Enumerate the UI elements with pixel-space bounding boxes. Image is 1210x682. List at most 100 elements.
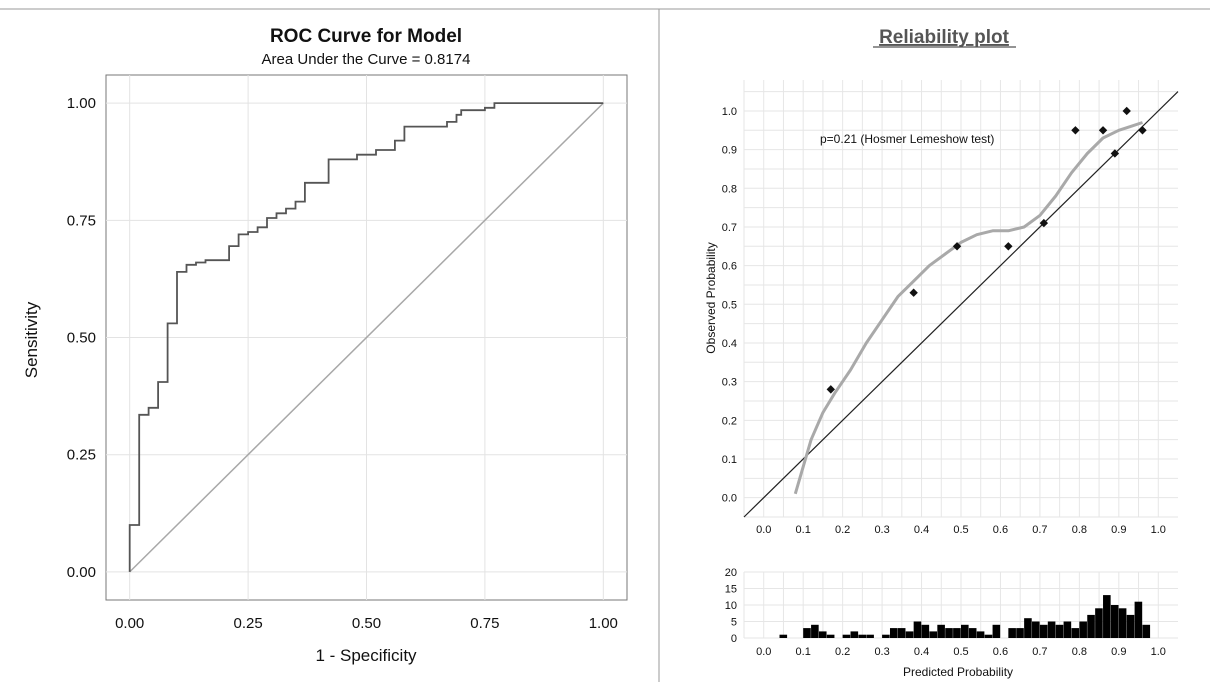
reliability-point (1138, 126, 1147, 135)
histogram-bar (1055, 624, 1064, 638)
histogram-bar (1087, 614, 1095, 638)
histogram-x-tick-label: 0.1 (796, 646, 811, 658)
histogram-bar (779, 634, 788, 638)
histogram-bar (882, 634, 890, 638)
roc-curve (128, 102, 604, 572)
roc-x-tick-label: 0.25 (233, 615, 262, 632)
histogram-bar (961, 624, 969, 638)
histogram-bar (913, 621, 922, 638)
roc-y-tick-label: 0.75 (67, 212, 96, 229)
reliability-point (1098, 126, 1108, 135)
histogram-bar (921, 624, 930, 638)
histogram-bar (818, 631, 827, 638)
histogram-bar (968, 628, 977, 638)
reliability-point (1039, 218, 1049, 228)
histogram-x-tick-label: 0.0 (756, 646, 771, 658)
roc-diagonal-line (129, 102, 604, 573)
roc-curve-line (128, 102, 604, 572)
histogram-bar (1063, 621, 1072, 638)
roc-y-tick-label: 1.00 (67, 95, 96, 112)
histogram-x-tick-label: 0.2 (835, 646, 850, 658)
histogram-bar (905, 631, 914, 638)
roc-x-tick-label: 0.75 (470, 615, 499, 632)
histogram-bar (984, 634, 993, 638)
roc-reference-line (129, 102, 604, 573)
histogram-bar (1118, 608, 1127, 638)
histogram-bar (1024, 618, 1032, 638)
reliability-smooth-line (793, 121, 1143, 495)
reliability-point (1004, 242, 1013, 251)
reliability-x-tick-labels: 0.0 0.1 0.2 0.3 0.4 0.5 0.6 0.7 0.8 0.9 1.0 (756, 524, 1166, 536)
reliability-y-tick-label: 0.2 (722, 415, 737, 427)
reliability-y-tick-label: 0.1 (722, 454, 737, 466)
histogram-bar (1032, 621, 1040, 638)
reliability-point (1122, 106, 1131, 116)
histogram-x-tick-label: 0.5 (953, 646, 968, 658)
histogram-bar (1126, 614, 1135, 638)
reliability-grid (743, 80, 1178, 518)
histogram-x-tick-label: 0.4 (914, 646, 929, 658)
histogram-bar (858, 634, 867, 638)
histogram-y-tick-label: 5 (731, 617, 737, 629)
histogram-bar (992, 624, 1001, 638)
histogram-bars (779, 595, 1151, 638)
reliability-point (1071, 126, 1080, 135)
reliability-reference-line (743, 91, 1179, 518)
reliability-x-tick-label: 0.9 (1111, 524, 1126, 536)
reliability-x-tick-label: 0.6 (993, 524, 1008, 536)
roc-y-axis-label: Sensitivity (22, 301, 41, 378)
histogram-bar (842, 634, 851, 638)
roc-y-tick-label: 0.00 (67, 564, 96, 581)
histogram-bar (1071, 628, 1080, 638)
reliability-y-tick-label: 0.9 (722, 145, 737, 157)
histogram-bar (897, 628, 906, 638)
histogram-bar (1103, 595, 1111, 638)
reliability-y-tick-label: 0.6 (722, 261, 737, 273)
histogram-bar (866, 634, 874, 638)
roc-x-tick-label: 1.00 (589, 615, 618, 632)
histogram-bar (803, 628, 811, 638)
histogram-bar (976, 631, 985, 638)
reliability-identity-line (743, 91, 1179, 518)
histogram-x-tick-label: 1.0 (1151, 646, 1166, 658)
roc-y-tick-labels: 0.00 0.25 0.50 0.75 1.00 (67, 95, 96, 581)
reliability-x-tick-label: 0.5 (953, 524, 968, 536)
histogram-bar (1039, 624, 1048, 638)
histogram-y-tick-label: 15 (725, 584, 737, 596)
roc-y-tick-label: 0.50 (67, 330, 96, 347)
histogram-x-tick-label: 0.9 (1111, 646, 1126, 658)
reliability-y-tick-label: 0.4 (722, 338, 737, 350)
histogram-bar (1134, 601, 1143, 638)
histogram-x-tick-labels: 0.0 0.1 0.2 0.3 0.4 0.5 0.6 0.7 0.8 0.9 1.0 (756, 646, 1166, 658)
histogram-bar (1016, 628, 1024, 638)
reliability-point (952, 242, 962, 251)
histogram-bar (826, 634, 835, 638)
reliability-title: Reliability plot (879, 27, 1010, 48)
roc-x-tick-label: 0.50 (352, 615, 381, 632)
reliability-x-tick-label: 0.0 (756, 524, 771, 536)
reliability-y-axis-label: Observed Probability (704, 242, 718, 353)
histogram-bar (1079, 621, 1087, 638)
histogram-y-tick-label: 10 (725, 600, 737, 612)
reliability-y-tick-label: 0.5 (722, 299, 737, 311)
reliability-x-tick-label: 0.7 (1032, 524, 1047, 536)
reliability-x-tick-label: 0.4 (914, 524, 929, 536)
reliability-points (826, 106, 1147, 394)
reliability-annotation: p=0.21 (Hosmer Lemeshow test) (820, 132, 994, 146)
reliability-point (1110, 149, 1120, 158)
reliability-point (826, 385, 835, 394)
roc-x-tick-labels: 0.00 0.25 0.50 0.75 1.00 (115, 615, 618, 632)
roc-y-tick-label: 0.25 (67, 447, 96, 464)
reliability-y-tick-label: 0.7 (722, 222, 737, 234)
roc-x-tick-label: 0.00 (115, 615, 144, 632)
histogram-bar (929, 631, 938, 638)
histogram-bar (1008, 628, 1016, 638)
histogram-bar (953, 628, 961, 638)
histogram-x-tick-label: 0.8 (1072, 646, 1087, 658)
histogram-y-tick-labels: 0 5 10 15 20 (725, 567, 737, 645)
histogram-bar (945, 628, 953, 638)
reliability-x-tick-label: 1.0 (1151, 524, 1166, 536)
histogram-y-tick-label: 0 (731, 633, 737, 645)
histogram-bar (937, 624, 945, 638)
